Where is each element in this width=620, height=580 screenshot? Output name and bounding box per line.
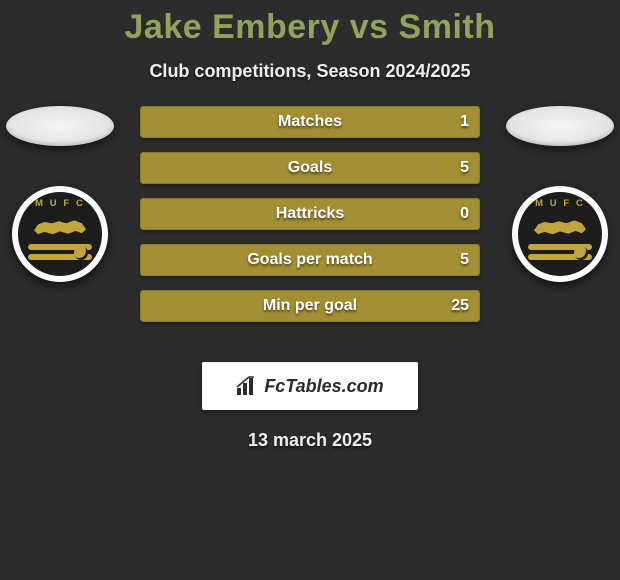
brand-text: FcTables.com <box>264 376 383 397</box>
club-badge-lion-icon <box>34 216 86 240</box>
stat-fill-left <box>141 245 310 275</box>
stat-row: Matches1 <box>140 106 480 138</box>
bars-icon <box>236 376 258 396</box>
club-badge-text: M U F C <box>16 198 104 208</box>
player2-club-badge: M U F C <box>512 186 608 282</box>
stat-fill-left <box>141 291 310 321</box>
stat-value-right: 5 <box>460 251 469 269</box>
player1-avatar-placeholder <box>6 106 114 146</box>
player2-column: M U F C <box>500 106 620 282</box>
stat-fill-right <box>310 107 479 137</box>
stat-row: Min per goal25 <box>140 290 480 322</box>
stat-value-right: 0 <box>460 205 469 223</box>
stat-value-right: 5 <box>460 159 469 177</box>
player1-column: M U F C <box>0 106 120 282</box>
player2-name: Smith <box>399 8 496 46</box>
club-badge-lion-icon <box>534 216 586 240</box>
player1-club-badge: M U F C <box>12 186 108 282</box>
footer-date: 13 march 2025 <box>0 430 620 451</box>
club-badge-ball-icon <box>74 246 88 260</box>
stat-fill-right <box>310 199 479 229</box>
comparison-title: Jake Embery vs Smith <box>0 8 620 47</box>
comparison-stage: M U F C M U F C Matches1 Goals5 Hattricks0… <box>0 106 620 356</box>
stat-value-right: 1 <box>460 113 469 131</box>
subtitle: Club competitions, Season 2024/2025 <box>0 61 620 82</box>
stat-fill-left <box>141 107 310 137</box>
stat-row: Goals5 <box>140 152 480 184</box>
stat-value-right: 25 <box>451 297 469 315</box>
brand-box[interactable]: FcTables.com <box>202 362 418 410</box>
stat-fill-left <box>141 153 310 183</box>
stat-fill-left <box>141 199 310 229</box>
stat-row: Goals per match5 <box>140 244 480 276</box>
stat-fill-right <box>310 245 479 275</box>
player1-name: Jake Embery <box>125 8 340 46</box>
stat-bars: Matches1 Goals5 Hattricks0 Goals per match5… <box>140 106 480 336</box>
club-badge-ball-icon <box>574 246 588 260</box>
player2-avatar-placeholder <box>506 106 614 146</box>
stat-fill-right <box>310 153 479 183</box>
stat-row: Hattricks0 <box>140 198 480 230</box>
header: Jake Embery vs Smith Club competitions, … <box>0 0 620 82</box>
vs-text: vs <box>350 8 389 46</box>
club-badge-text: M U F C <box>516 198 604 208</box>
